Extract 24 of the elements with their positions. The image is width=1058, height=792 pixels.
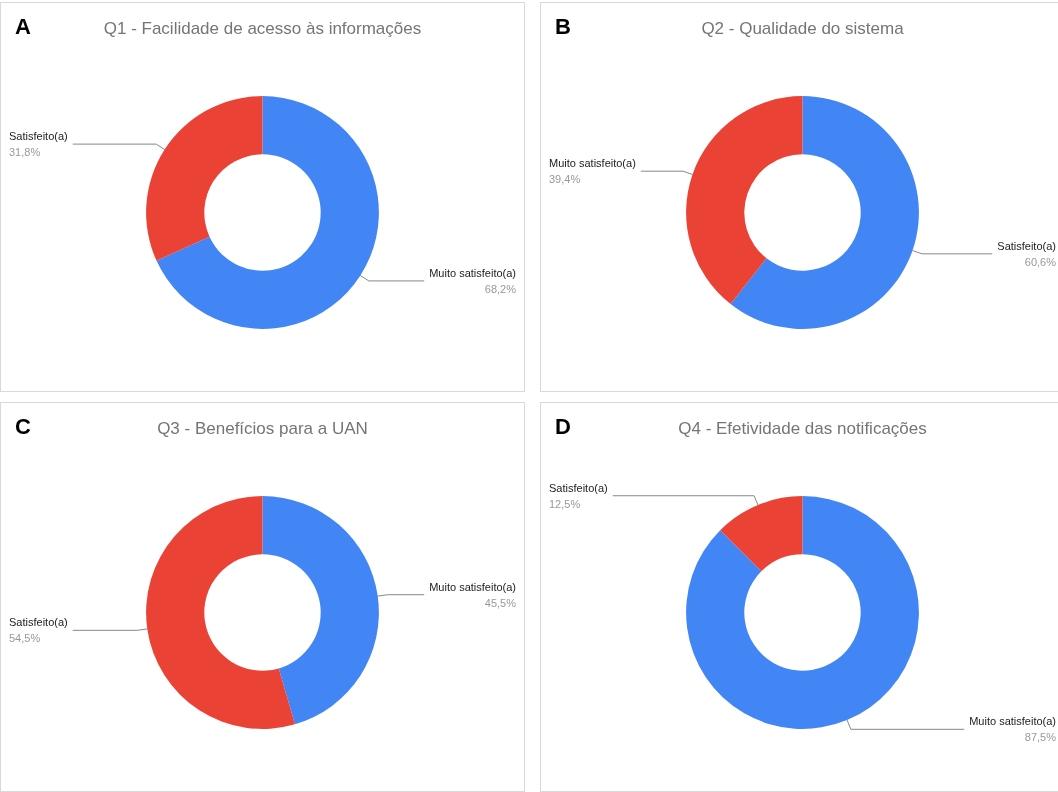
data-label: 60,6% [1024,255,1057,268]
slice-label: Muito satisfeito(a) [969,715,1056,728]
data-label: 39,4% [549,173,581,186]
data-label: 12,5% [549,497,581,510]
data-label: 31,8% [9,146,41,159]
chart-title: Q1 - Facilidade de acesso às informações [103,19,422,38]
data-label: 54,5% [9,632,41,645]
text: D [555,413,571,439]
slice-label: Muito satisfeito(a) [429,266,516,279]
slice-label: Satisfeito(a) [9,616,68,629]
slice-label: Muito satisfeito(a) [429,580,516,593]
text: B [555,13,571,39]
data-label: 87,5% [1024,731,1057,744]
slice-label: Muito satisfeito(a) [549,157,636,170]
slice-label: Satisfeito(a) [997,239,1056,252]
chart-title: Q4 - Efetividade das notificações [678,419,927,438]
text: A [15,13,31,39]
text: C [15,413,31,439]
chart-title: Q3 - Benefícios para a UAN [157,419,368,438]
slice-label: Satisfeito(a) [9,130,68,143]
chart-title: Q2 - Qualidade do sistema [701,19,905,38]
data-label: 68,2% [484,282,517,295]
data-label: 45,5% [484,596,517,609]
slice-label: Satisfeito(a) [549,481,608,494]
